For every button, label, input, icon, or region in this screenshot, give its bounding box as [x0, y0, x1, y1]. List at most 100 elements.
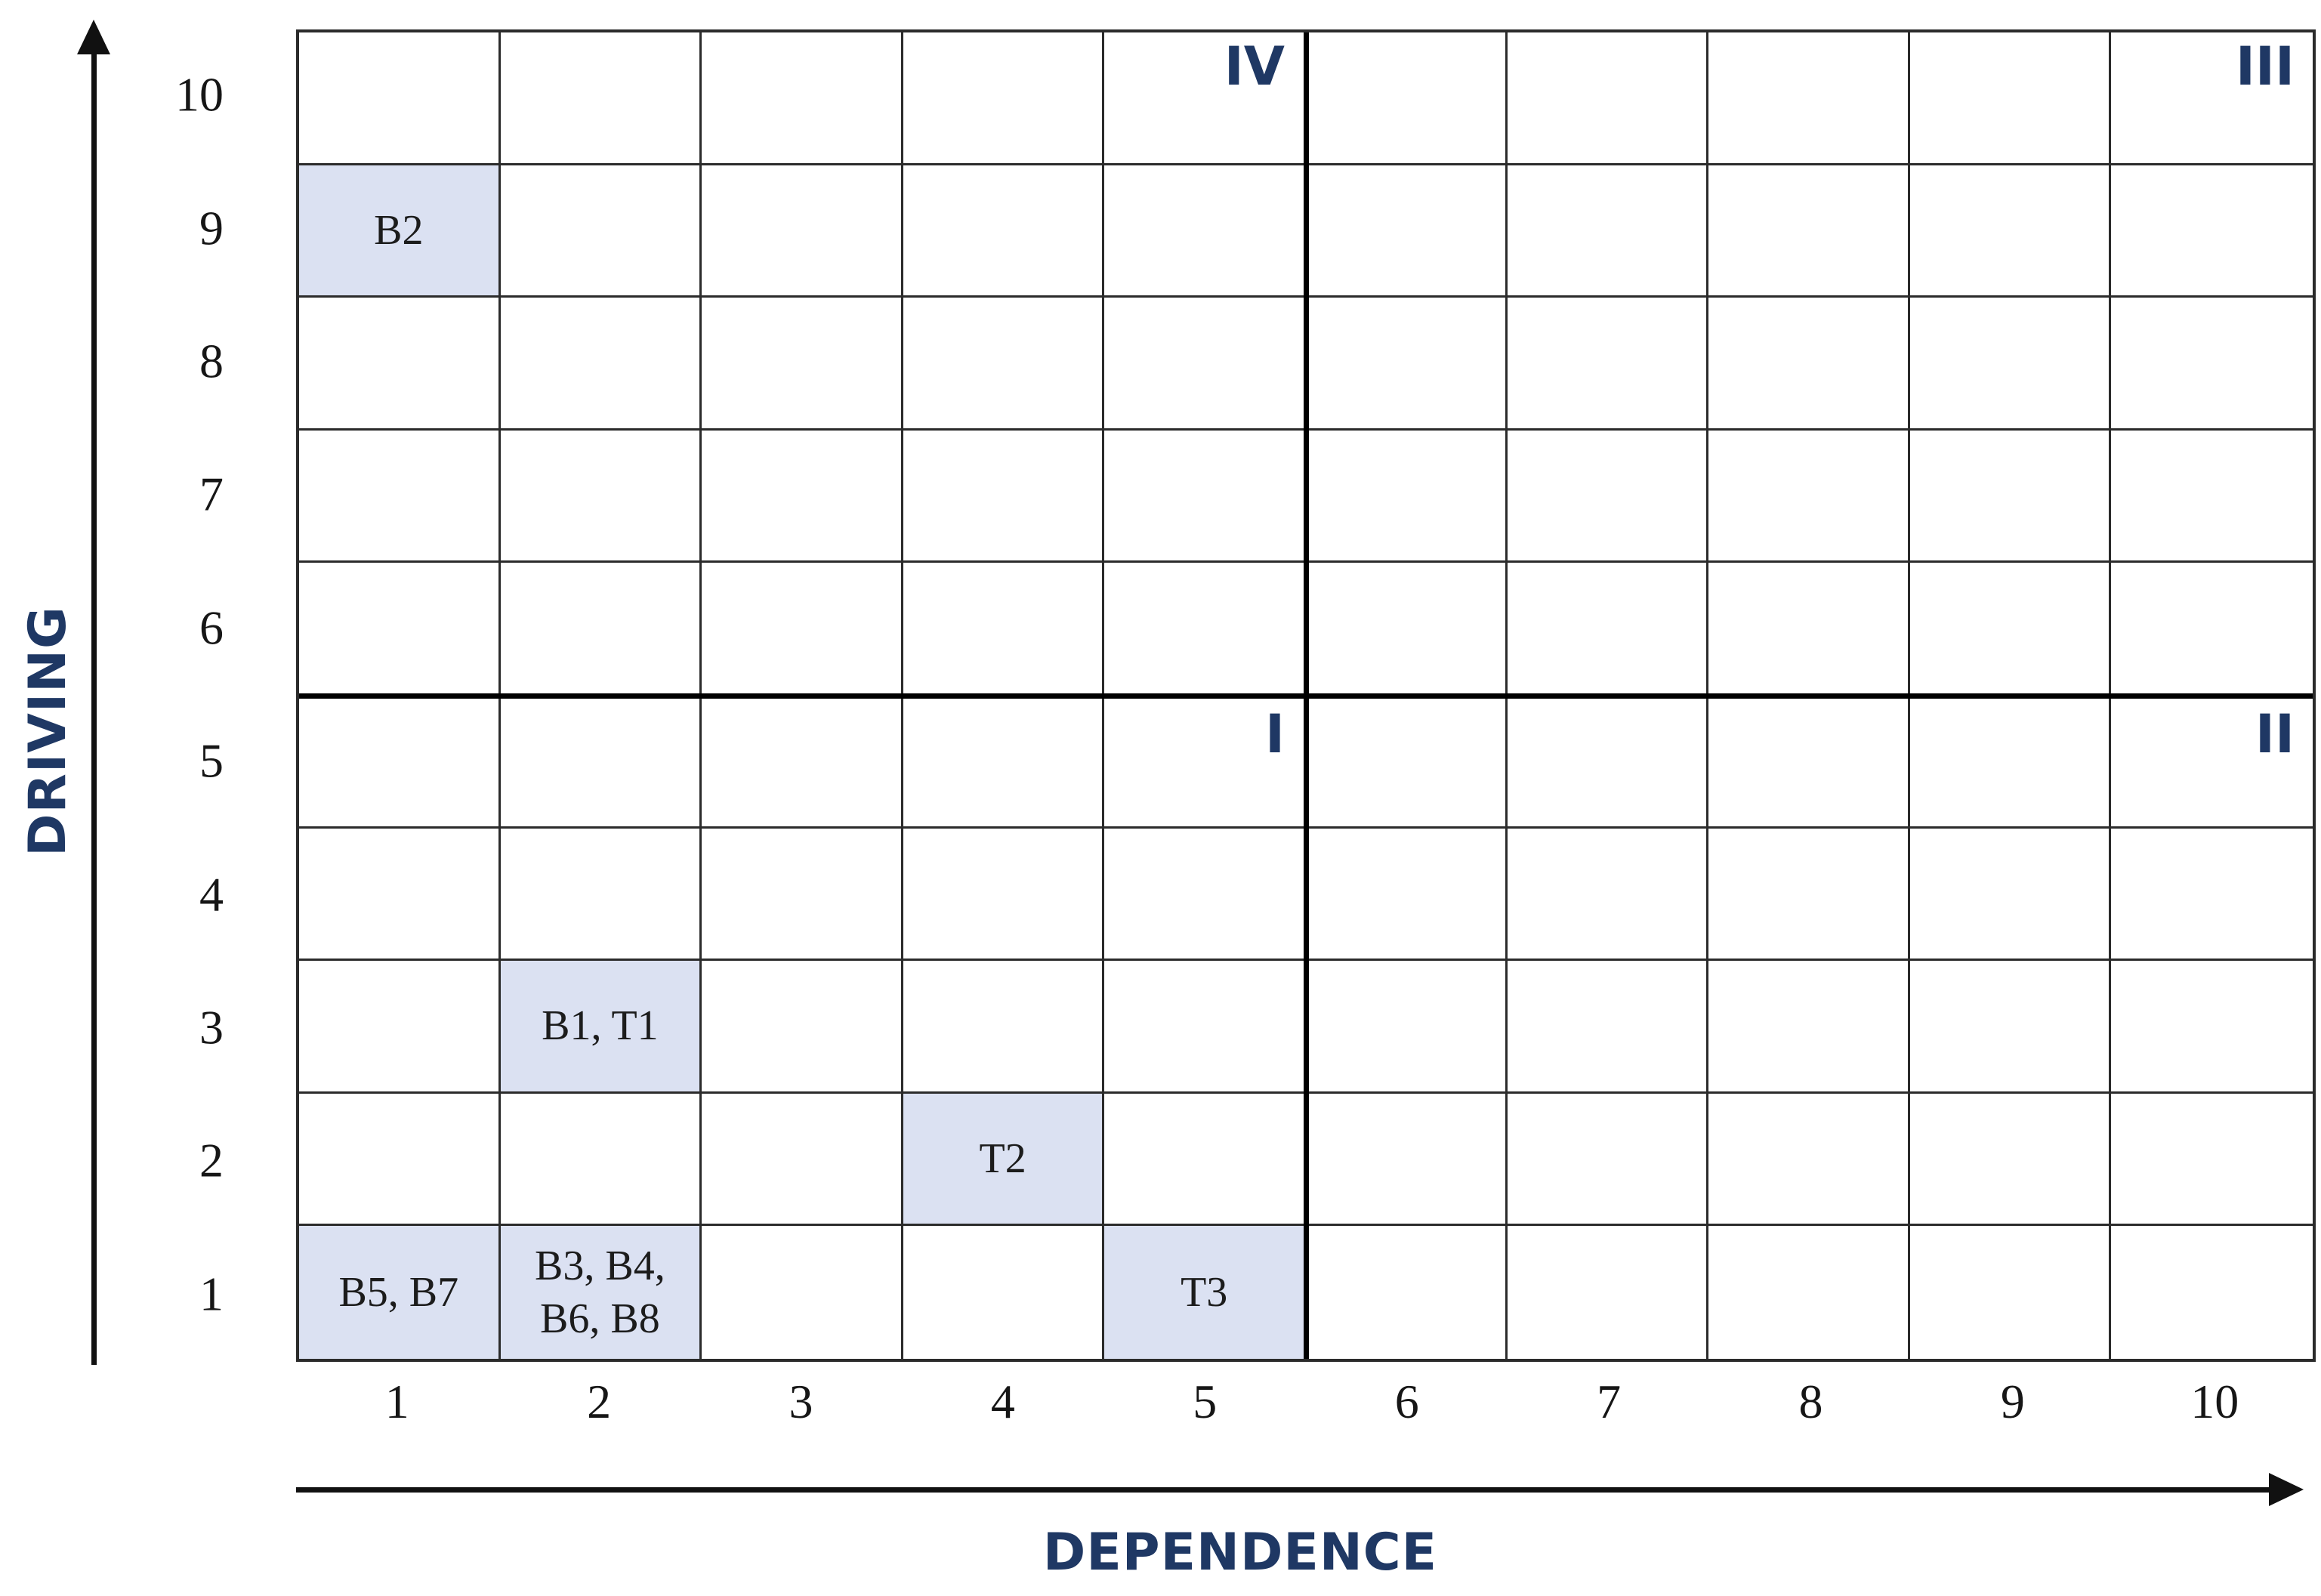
matrix-cell-c9-r9: [1909, 165, 2112, 298]
cell-item-label: B1, T1: [542, 1002, 659, 1050]
matrix-cell-c10-r8: [2111, 298, 2313, 431]
matrix-cell-c4-r1: [903, 1226, 1105, 1359]
matrix-cell-c9-r5: [1909, 696, 2112, 829]
y-axis-title: DRIVING: [18, 606, 78, 857]
matrix-cell-c9-r8: [1909, 298, 2112, 431]
quadrant-label-IV: IV: [1224, 36, 1285, 97]
matrix-cell-c2-r3: B1, T1: [500, 961, 702, 1094]
y-tick-label-4: 4: [199, 867, 224, 921]
matrix-cell-c10-r4: [2111, 829, 2313, 962]
quadrant-label-I: I: [1264, 703, 1285, 765]
matrix-cell-c3-r10: [702, 32, 903, 165]
matrix-cell-c9-r6: [1909, 563, 2112, 696]
matrix-cell-c5-r9: [1104, 165, 1306, 298]
matrix-cell-c7-r3: [1507, 961, 1709, 1094]
cell-item-label: T3: [1181, 1268, 1228, 1316]
matrix-cell-c4-r4: [903, 828, 1105, 962]
matrix-cell-c5-r8: [1104, 298, 1306, 431]
matrix-cell-c1-r2: [299, 1093, 501, 1227]
y-tick-label-10: 10: [175, 67, 224, 122]
matrix-cell-c8-r2: [1708, 1093, 1910, 1227]
matrix-cell-c8-r1: [1708, 1226, 1910, 1359]
x-tick-label-4: 4: [990, 1375, 1015, 1428]
matrix-cell-c7-r9: [1507, 165, 1709, 298]
matrix-cell-c5-r1: T3: [1104, 1226, 1306, 1359]
y-tick-label-7: 7: [199, 468, 224, 522]
matrix-cell-c4-r10: [903, 32, 1105, 165]
matrix-cell-c6-r5: [1306, 696, 1508, 829]
matrix-cell-c2-r1: B3, B4, B6, B8: [500, 1226, 702, 1359]
matrix-cell-c3-r4: [702, 828, 903, 962]
matrix-cell-c6-r9: [1306, 165, 1508, 298]
matrix-cell-c6-r10: [1306, 32, 1508, 165]
y-tick-label-9: 9: [199, 201, 224, 255]
y-tick-label-1: 1: [199, 1267, 224, 1321]
matrix-cell-c3-r6: [702, 563, 903, 696]
matrix-cell-c4-r7: [903, 430, 1105, 563]
matrix-grid: B2 B1, T1 T2 B5, B7 B3, B4, B6, B8 T3 IV III I II: [296, 29, 2316, 1362]
matrix-cell-c5-r2: [1104, 1093, 1306, 1227]
matrix-cell-c5-r4: [1104, 828, 1306, 962]
matrix-cell-c1-r7: [299, 430, 501, 563]
x-axis-title: DEPENDENCE: [1042, 1523, 1438, 1582]
matrix-cell-c10-r3: [2111, 961, 2313, 1094]
matrix-cell-c3-r3: [702, 961, 903, 1094]
matrix-cell-c4-r8: [903, 298, 1105, 431]
matrix-cell-c9-r3: [1909, 961, 2112, 1094]
matrix-cell-c8-r5: [1708, 696, 1910, 829]
matrix-cell-c9-r7: [1909, 430, 2112, 563]
matrix-cell-c7-r2: [1507, 1093, 1709, 1227]
y-tick-label-2: 2: [199, 1134, 224, 1188]
matrix-cell-c5-r3: [1104, 961, 1306, 1094]
matrix-cell-c8-r9: [1708, 165, 1910, 298]
matrix-cell-c4-r5: [903, 696, 1105, 829]
matrix-cell-c2-r7: [500, 430, 702, 563]
y-tick-label-3: 3: [199, 1000, 224, 1054]
matrix-cell-c2-r9: [500, 165, 702, 298]
x-tick-label-3: 3: [789, 1375, 813, 1428]
matrix-cell-c10-r10: [2111, 32, 2313, 165]
matrix-cell-c4-r3: [903, 961, 1105, 1094]
quadrant-label-III: III: [2235, 36, 2295, 97]
matrix-cell-c7-r10: [1507, 32, 1709, 165]
matrix-cell-c2-r2: [500, 1093, 702, 1227]
matrix-cell-c1-r4: [299, 828, 501, 962]
matrix-cell-c3-r8: [702, 298, 903, 431]
matrix-cell-c6-r6: [1306, 563, 1508, 696]
matrix-cell-c7-r1: [1508, 1226, 1709, 1359]
matrix-cell-c2-r10: [500, 32, 702, 165]
matrix-cell-c8-r10: [1708, 32, 1910, 165]
cell-item-label: B3, B4, B6, B8: [535, 1242, 665, 1343]
matrix-cell-c6-r7: [1306, 430, 1508, 563]
matrix-cell-c4-r9: [903, 165, 1105, 298]
matrix-cell-c1-r10: [299, 32, 501, 165]
matrix-cell-c9-r10: [1909, 32, 2112, 165]
matrix-cell-c3-r1: [702, 1226, 903, 1359]
matrix-cell-c7-r5: [1507, 696, 1709, 829]
matrix-cell-c8-r4: [1708, 828, 1910, 962]
y-tick-label-6: 6: [199, 600, 224, 655]
x-tick-label-8: 8: [1798, 1375, 1823, 1428]
matrix-cell-c7-r6: [1507, 563, 1709, 696]
x-tick-label-2: 2: [587, 1375, 612, 1428]
matrix-cell-c4-r2: T2: [903, 1093, 1105, 1227]
matrix-cell-c4-r6: [903, 563, 1105, 696]
matrix-cell-c10-r1: [2111, 1226, 2313, 1359]
cell-item-label: T2: [979, 1134, 1026, 1182]
matrix-cell-c1-r8: [299, 298, 501, 431]
matrix-cell-c10-r2: [2111, 1094, 2313, 1227]
matrix-cell-c2-r8: [500, 298, 702, 431]
matrix-cell-c9-r2: [1909, 1093, 2112, 1227]
matrix-cell-c9-r4: [1909, 828, 2112, 962]
matrix-cell-c9-r1: [1910, 1226, 2112, 1359]
matrix-cell-c8-r8: [1708, 298, 1910, 431]
x-tick-label-6: 6: [1394, 1375, 1419, 1428]
matrix-cell-c3-r2: [702, 1093, 903, 1227]
y-tick-label-8: 8: [199, 334, 224, 388]
matrix-cell-c5-r7: [1104, 430, 1306, 563]
matrix-cell-c10-r7: [2111, 431, 2313, 563]
x-tick-label-7: 7: [1597, 1375, 1622, 1428]
matrix-cell-c1-r5: [299, 696, 501, 829]
matrix-cell-c3-r5: [702, 696, 903, 829]
